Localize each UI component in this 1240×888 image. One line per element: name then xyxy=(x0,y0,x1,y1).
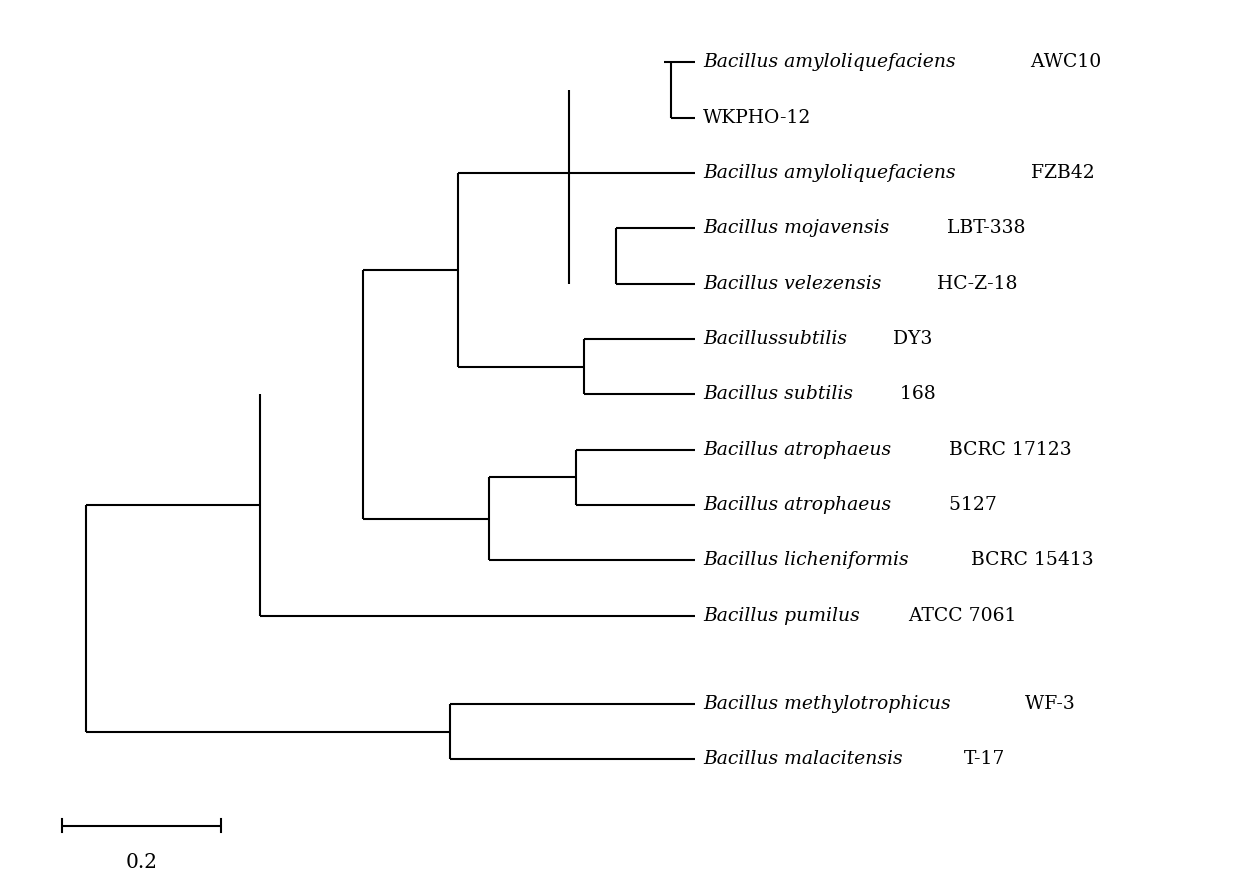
Text: Bacillus methylotrophicus: Bacillus methylotrophicus xyxy=(703,695,951,713)
Text: Bacillus amyloliquefaciens: Bacillus amyloliquefaciens xyxy=(703,53,956,71)
Text: WKPHO-12: WKPHO-12 xyxy=(703,108,811,127)
Text: LBT-338: LBT-338 xyxy=(941,219,1025,237)
Text: Bacillus malacitensis: Bacillus malacitensis xyxy=(703,750,903,768)
Text: HC-Z-18: HC-Z-18 xyxy=(931,274,1017,292)
Text: BCRC 15413: BCRC 15413 xyxy=(966,551,1094,569)
Text: Bacillus amyloliquefaciens: Bacillus amyloliquefaciens xyxy=(703,164,956,182)
Text: FZB42: FZB42 xyxy=(1025,164,1095,182)
Text: AWC10: AWC10 xyxy=(1025,53,1101,71)
Text: Bacillus licheniformis: Bacillus licheniformis xyxy=(703,551,909,569)
Text: Bacillussubtilis: Bacillussubtilis xyxy=(703,329,847,348)
Text: 0.2: 0.2 xyxy=(125,853,157,872)
Text: 5127: 5127 xyxy=(944,496,997,514)
Text: Bacillus pumilus: Bacillus pumilus xyxy=(703,607,859,624)
Text: Bacillus atrophaeus: Bacillus atrophaeus xyxy=(703,440,892,458)
Text: DY3: DY3 xyxy=(887,329,932,348)
Text: WF-3: WF-3 xyxy=(1019,695,1075,713)
Text: Bacillus mojavensis: Bacillus mojavensis xyxy=(703,219,889,237)
Text: Bacillus subtilis: Bacillus subtilis xyxy=(703,385,853,403)
Text: T-17: T-17 xyxy=(957,750,1004,768)
Text: ATCC 7061: ATCC 7061 xyxy=(903,607,1017,624)
Text: Bacillus atrophaeus: Bacillus atrophaeus xyxy=(703,496,892,514)
Text: Bacillus velezensis: Bacillus velezensis xyxy=(703,274,882,292)
Text: BCRC 17123: BCRC 17123 xyxy=(944,440,1071,458)
Text: 168: 168 xyxy=(894,385,936,403)
